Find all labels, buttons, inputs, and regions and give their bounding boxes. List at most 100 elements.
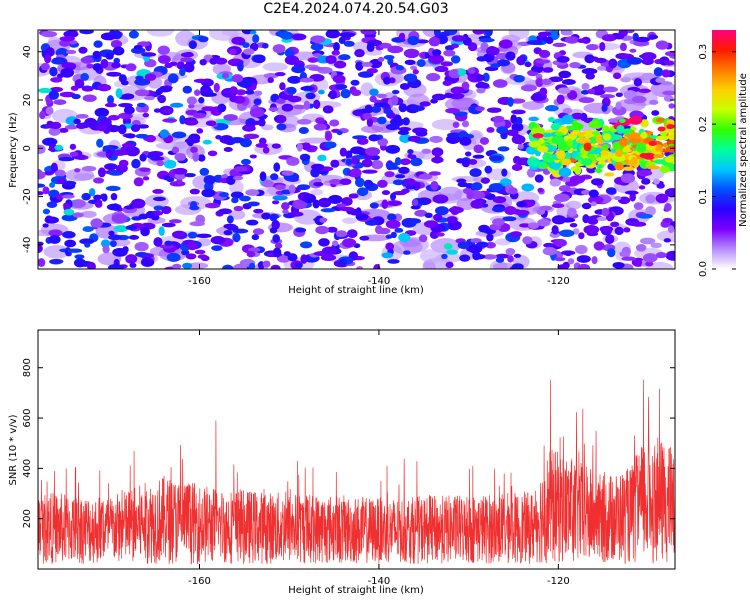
heatmap-cell [349,209,361,216]
heatmap-cell [495,52,508,60]
heatmap-cell [125,63,137,72]
heatmap-cell [457,181,469,188]
y-tick-label: 0 [22,145,33,151]
heatmap-cell [123,106,135,115]
heatmap-cell [267,77,274,84]
heatmap-cell [510,114,517,124]
heatmap-cell [619,42,627,52]
heatmap-cell [581,89,590,95]
heatmap-cell [664,203,672,212]
heatmap-cell [62,194,75,199]
heatmap-cell [112,247,128,257]
heatmap-cell [310,43,324,51]
heatmap-cell [450,86,465,94]
heatmap-cell [662,217,673,224]
heatmap-cell [241,158,251,165]
heatmap-cell [448,206,464,214]
heatmap-cell [125,133,136,139]
heatmap-cell [48,90,60,100]
heatmap-cell [111,149,128,156]
heatmap-cell [357,187,369,197]
heatmap-cell [49,258,63,265]
heatmap-cell [629,48,637,53]
heatmap-cell [64,124,78,130]
x-tick-label: -120 [547,576,570,587]
heatmap-cell [300,254,308,264]
heatmap-cell [482,72,490,82]
heatmap-cell [368,134,380,142]
heatmap-cell [551,225,559,235]
heatmap-cell [287,95,302,103]
heatmap-cell [569,223,578,228]
heatmap-cell [301,142,311,149]
heatmap-cell [355,61,364,71]
heatmap-cell [184,138,201,144]
heatmap-cell [172,263,182,269]
heatmap-cell [141,52,157,57]
heatmap-cell [391,95,399,106]
y-tick-label: -20 [22,188,33,204]
heatmap-cell [38,168,43,179]
heatmap-cell [601,207,610,217]
heatmap-cell [441,253,448,260]
heatmap-cell [527,157,540,167]
heatmap-cell [239,195,251,202]
heatmap-cell [134,241,149,252]
heatmap-cell [272,247,282,258]
heatmap-cell [49,66,58,77]
heatmap-cell [93,40,103,48]
heatmap-cell [319,217,328,223]
heatmap-cell [567,90,578,100]
heatmap-cell [581,202,592,210]
heatmap-cell [45,106,54,115]
heatmap-cell [201,92,217,97]
heatmap-cell [449,93,464,100]
heatmap-cell [599,41,606,52]
heatmap-cell [489,155,503,162]
heatmap-cell [574,156,583,161]
heatmap-cell [157,86,172,93]
heatmap-cell [106,203,122,211]
heatmap-cell [317,154,327,162]
heatmap-cell [185,253,197,260]
heatmap-cell [50,77,63,83]
y-tick-label: -40 [22,237,33,253]
heatmap-cell [608,58,618,69]
snr-x-axis-title: Height of straight line (km) [288,585,424,596]
heatmap-cell [403,250,411,255]
heatmap-cell [325,55,337,64]
heatmap-cell [281,202,290,211]
heatmap-cell [166,252,181,262]
heatmap-cell [419,249,443,263]
heatmap-cell [292,199,308,210]
heatmap-cell [318,238,330,247]
heatmap-cell [488,183,504,192]
heatmap-cell [197,35,209,43]
heatmap-cell [143,95,155,101]
heatmap-cell [385,144,401,154]
heatmap-cell [135,75,144,81]
heatmap-cell [431,147,444,157]
heatmap-cell [184,172,196,178]
heatmap-cell [655,193,669,204]
heatmap-cell [366,117,374,128]
heatmap-cell [403,73,418,83]
heatmap-cell [223,114,238,121]
heatmap-cell [530,93,545,102]
heatmap-cell [315,117,325,125]
heatmap-cell [135,252,149,258]
y-tick-label: 400 [22,459,33,478]
heatmap-cell [268,107,279,112]
heatmap-cell [558,167,572,178]
heatmap-cell [522,101,545,110]
heatmap-cell [287,75,302,84]
heatmap-cell [559,229,575,237]
heatmap-cell [502,216,517,222]
heatmap-cell [162,108,173,114]
heatmap-cell [371,159,384,170]
heatmap-cell [196,128,204,134]
heatmap-cell [620,173,636,184]
heatmap-cell [231,36,246,45]
heatmap-cell [279,31,294,40]
heatmap-cell [492,79,508,88]
